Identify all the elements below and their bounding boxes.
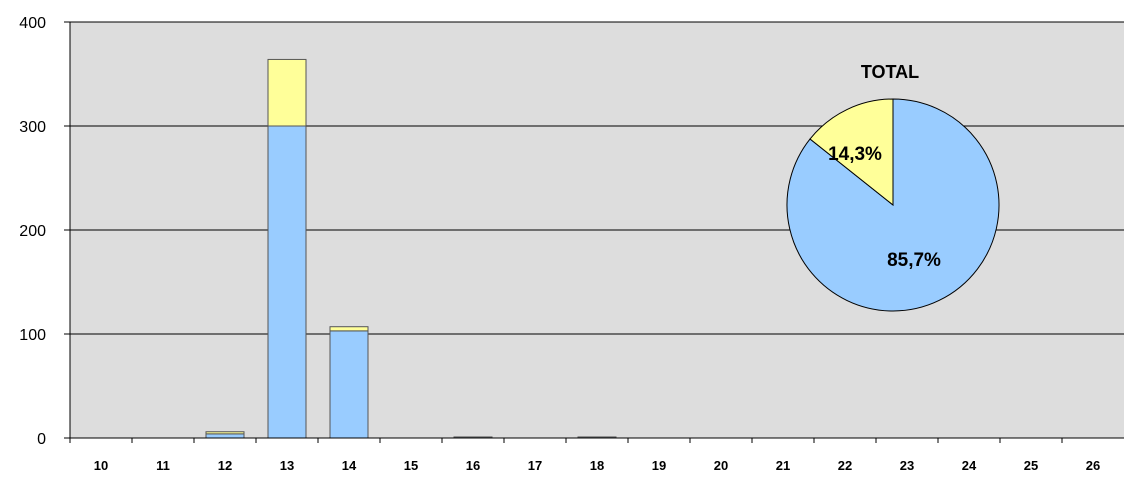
bar-segment-14-s2 [329,326,369,332]
x-tick-label: 17 [528,458,542,473]
y-tick-label: 0 [37,431,46,448]
pie-slice-2 [809,98,894,207]
pie-slice-label-2: 14,3% [828,144,882,165]
x-tick-label: 23 [900,458,914,473]
x-tick-label: 16 [466,458,480,473]
x-tick-label: 25 [1024,458,1038,473]
y-axis-ticks: 0 100 200 300 400 [19,15,70,448]
bar-segment-13-s1 [267,125,307,439]
y-tick-label: 400 [19,15,46,32]
x-tick-label: 26 [1086,458,1100,473]
y-tick-label: 100 [19,327,46,344]
y-tick-label: 300 [19,119,46,136]
x-tick-label: 15 [404,458,418,473]
bar-segment-13-s2 [267,58,307,127]
x-tick-label: 10 [94,458,108,473]
bar-segment-12-s2 [205,431,245,435]
x-axis-ticks: 10 11 12 13 14 15 16 17 18 19 20 21 22 23 24 25 26 [69,438,1100,473]
x-tick-label: 18 [590,458,604,473]
pie-chart: 85,7% 14,3% TOTAL [786,62,1000,312]
x-tick-label: 24 [962,458,977,473]
x-tick-label: 13 [280,458,294,473]
pie-slice-label-1: 85,7% [887,250,941,271]
bar-segment-14-s1 [329,330,369,439]
bars [205,58,617,439]
bar-segment-12-s1 [205,433,245,439]
x-tick-label: 21 [776,458,790,473]
x-tick-label: 20 [714,458,728,473]
pie-title: TOTAL [861,62,919,82]
x-tick-label: 22 [838,458,852,473]
x-tick-label: 11 [156,458,170,473]
y-tick-label: 200 [19,223,46,240]
x-tick-label: 14 [342,458,357,473]
x-tick-label: 19 [652,458,666,473]
x-tick-label: 12 [218,458,232,473]
